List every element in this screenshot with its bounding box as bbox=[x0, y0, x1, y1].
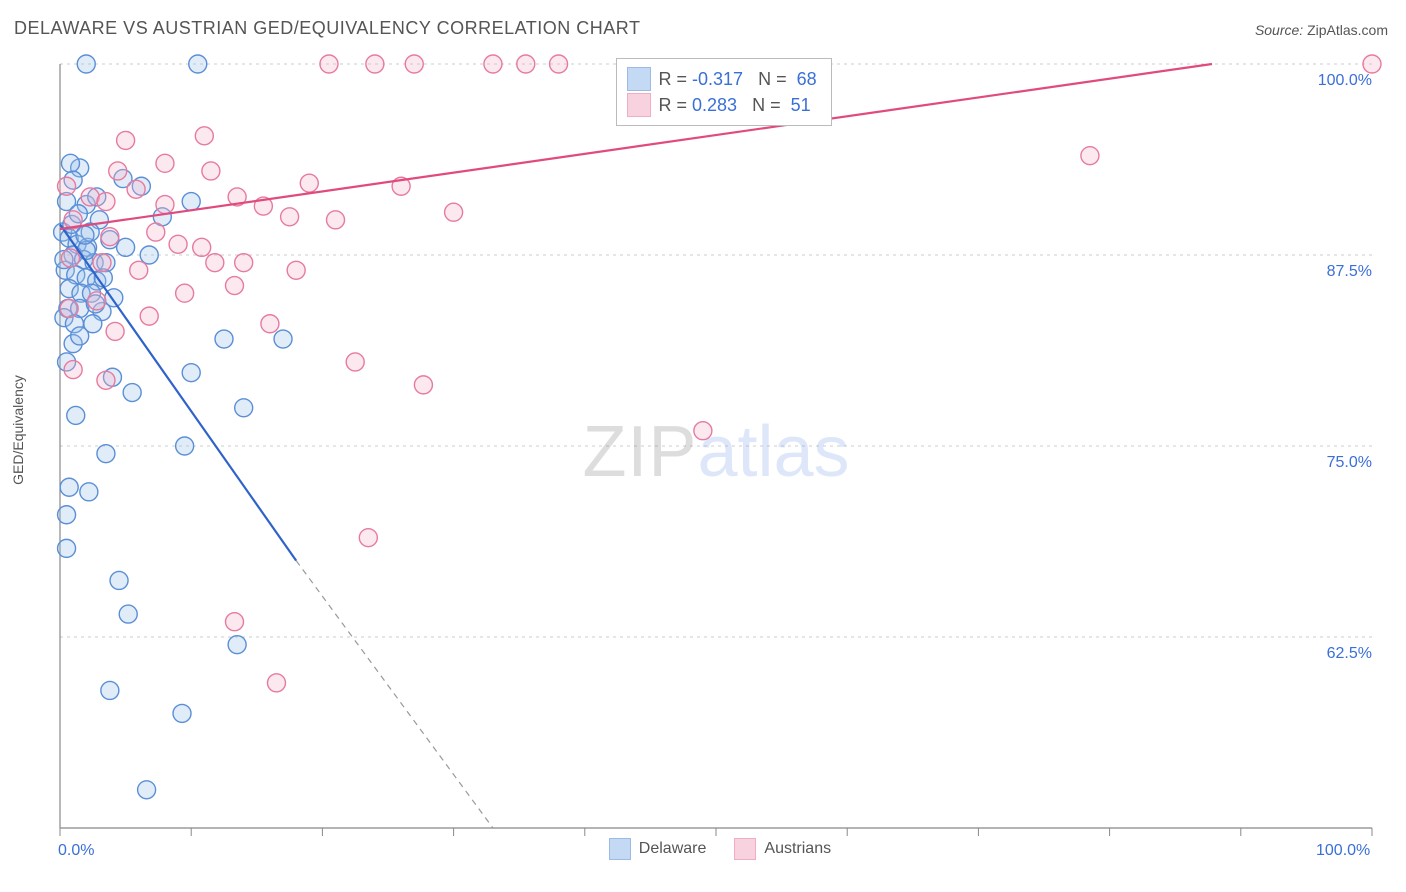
chart-title: DELAWARE VS AUSTRIAN GED/EQUIVALENCY COR… bbox=[14, 18, 640, 39]
y-tick-label: 75.0% bbox=[1302, 454, 1372, 472]
source-attribution: Source: ZipAtlas.com bbox=[1255, 22, 1388, 38]
legend-row-austrians: R = 0.283 N = 51 bbox=[627, 93, 817, 117]
legend-stats-delaware: R = -0.317 N = 68 bbox=[659, 69, 817, 90]
y-axis-label: GED/Equivalency bbox=[10, 375, 26, 485]
legend-label-austrians: Austrians bbox=[764, 840, 831, 858]
legend-swatch-austrians bbox=[627, 93, 651, 117]
legend-swatch-delaware bbox=[627, 67, 651, 91]
x-tick-label: 0.0% bbox=[58, 842, 94, 860]
legend-item-delaware: Delaware bbox=[609, 838, 707, 860]
legend-swatch-austrians bbox=[734, 838, 756, 860]
y-tick-label: 87.5% bbox=[1302, 263, 1372, 281]
legend-item-austrians: Austrians bbox=[734, 838, 831, 860]
scatter-chart: ZIPatlas R = -0.317 N = 68R = 0.283 N = … bbox=[46, 52, 1386, 852]
chart-svg bbox=[46, 52, 1386, 852]
legend-swatch-delaware bbox=[609, 838, 631, 860]
source-label: Source: bbox=[1255, 22, 1307, 38]
legend-stats-austrians: R = 0.283 N = 51 bbox=[659, 95, 811, 116]
y-tick-label: 100.0% bbox=[1302, 72, 1372, 90]
legend-label-delaware: Delaware bbox=[639, 840, 707, 858]
source-value: ZipAtlas.com bbox=[1307, 22, 1388, 38]
correlation-legend: R = -0.317 N = 68 R = 0.283 N = 51 bbox=[616, 58, 832, 126]
series-legend: Delaware Austrians bbox=[609, 838, 831, 860]
x-tick-label: 100.0% bbox=[1316, 842, 1370, 860]
y-tick-label: 62.5% bbox=[1302, 645, 1372, 663]
legend-row-delaware: R = -0.317 N = 68 bbox=[627, 67, 817, 91]
